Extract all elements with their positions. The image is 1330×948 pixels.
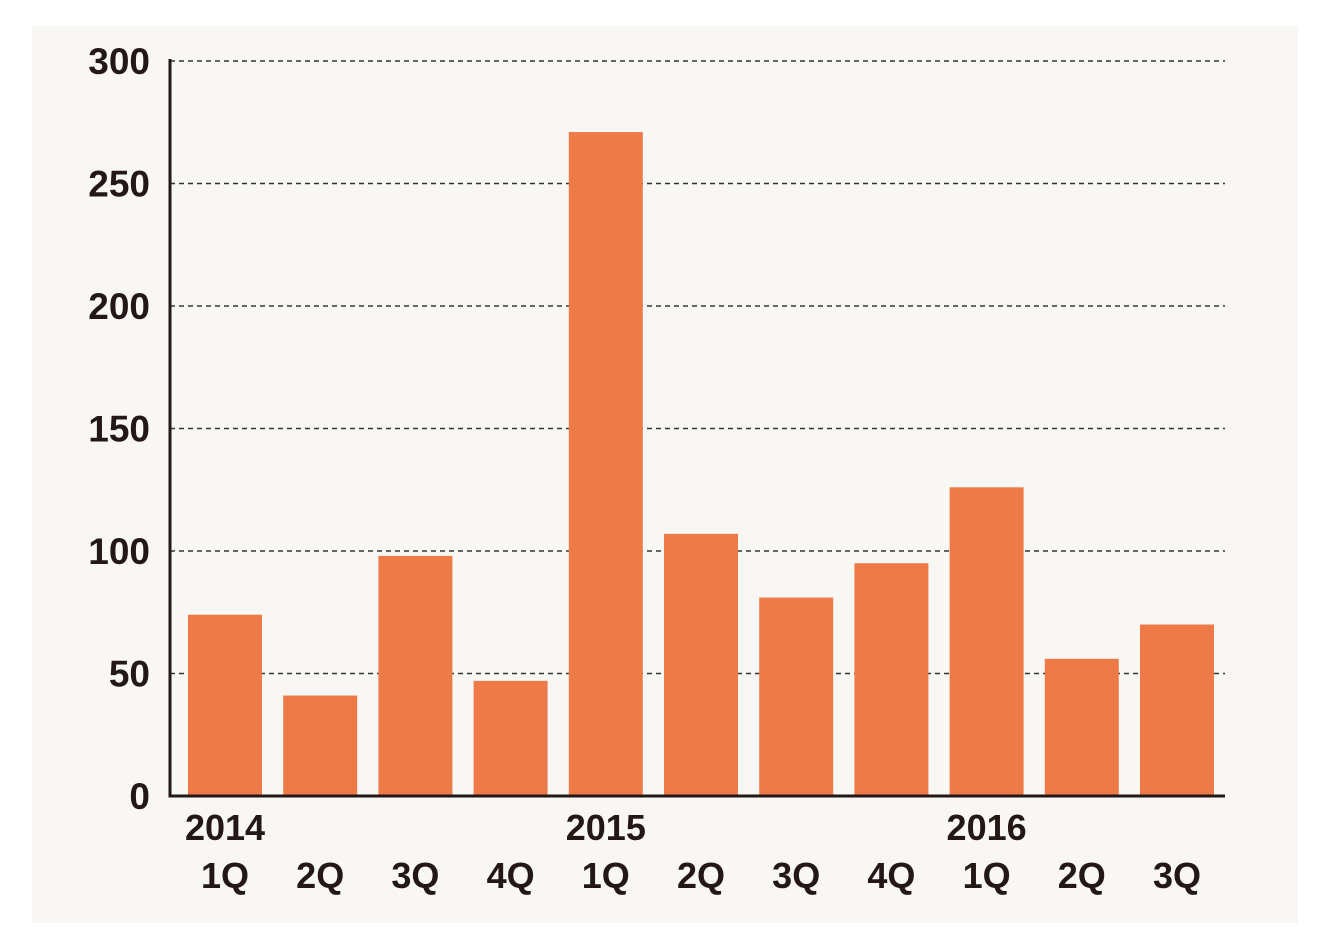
x-tick-label: 2Q: [677, 855, 725, 896]
y-tick-label: 100: [88, 531, 150, 572]
bar-chart: 0 50 100 150 200 250 300 1Q 2Q 3Q 4Q 1Q 2Q 3Q 4Q 1Q 2Q 3…: [88, 41, 1225, 896]
bar: [1140, 624, 1214, 796]
x-tick-label: 3Q: [772, 855, 820, 896]
x-tick-label: 1Q: [582, 855, 630, 896]
x-tick-label: 3Q: [391, 855, 439, 896]
x-tick-label: 3Q: [1153, 855, 1201, 896]
x-tick-labels: 1Q 2Q 3Q 4Q 1Q 2Q 3Q 4Q 1Q 2Q 3Q 2014 2015 2016: [185, 807, 1201, 896]
bar: [378, 555, 453, 796]
y-tick-label: 200: [88, 286, 150, 327]
x-tick-label: 2Q: [296, 855, 344, 896]
gridlines: [170, 60, 1225, 675]
bar: [759, 597, 834, 796]
x-tick-label: 2Q: [1058, 855, 1106, 896]
year-label: 2015: [566, 807, 646, 848]
x-tick-label: 1Q: [963, 855, 1011, 896]
y-tick-label: 250: [88, 164, 150, 205]
bar: [854, 563, 929, 796]
bar: [568, 132, 643, 797]
y-tick-label: 300: [88, 41, 150, 82]
bar: [1044, 658, 1119, 796]
chart-panel: 0 50 100 150 200 250 300 1Q 2Q 3Q 4Q 1Q 2Q 3Q 4Q 1Q 2Q 3…: [32, 26, 1298, 923]
bar: [473, 680, 548, 796]
x-tick-label: 4Q: [867, 855, 915, 896]
bar: [188, 614, 262, 796]
bar: [949, 487, 1024, 796]
y-tick-label: 0: [129, 776, 150, 817]
bar: [283, 695, 358, 796]
year-label: 2014: [185, 807, 265, 848]
y-tick-labels: 0 50 100 150 200 250 300: [88, 41, 150, 817]
year-label: 2016: [947, 807, 1027, 848]
y-tick-label: 50: [109, 654, 150, 695]
x-tick-label: 1Q: [201, 855, 249, 896]
axes: [168, 59, 1225, 798]
bars: [188, 132, 1214, 797]
bar: [664, 533, 738, 796]
y-tick-label: 150: [88, 409, 150, 450]
x-tick-label: 4Q: [487, 855, 535, 896]
